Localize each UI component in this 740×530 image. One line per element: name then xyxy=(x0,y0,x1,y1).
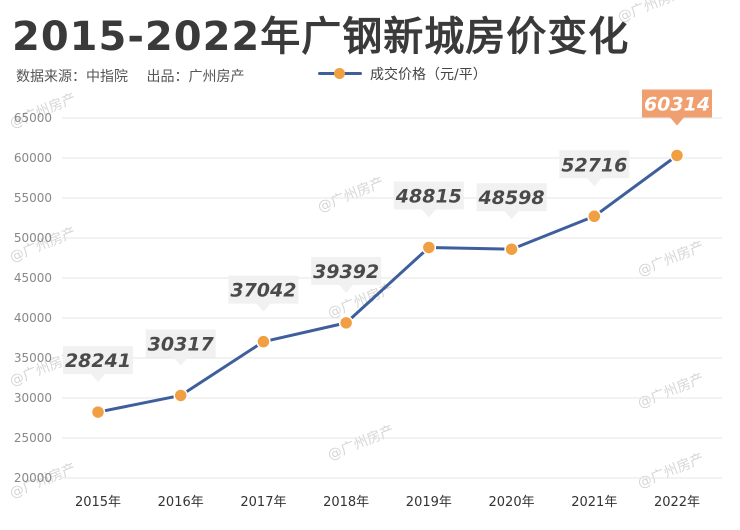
data-label-bg xyxy=(393,181,464,218)
data-point xyxy=(587,209,602,224)
x-tick-label: 2019年 xyxy=(406,495,452,510)
series-line xyxy=(96,153,679,414)
legend-label: 成交价格（元/平） xyxy=(370,67,487,83)
data-point xyxy=(173,388,188,403)
watermark-text: @广州房产 xyxy=(636,239,707,280)
x-tick-label: 2018年 xyxy=(323,495,369,510)
data-label-bg xyxy=(228,275,299,312)
x-tick-label: 2015年 xyxy=(75,495,121,510)
y-tick-label: 35000 xyxy=(14,351,52,365)
data-label-bg xyxy=(145,329,216,366)
data-label: 48815 xyxy=(395,185,462,207)
y-tick-label: 55000 xyxy=(14,191,52,205)
watermark-text: @广州房产 xyxy=(316,175,387,216)
data-label: 39392 xyxy=(313,261,379,283)
chart-meta: 数据来源：中指院 出品：广州房产 xyxy=(16,66,258,86)
watermark-text: @广州房产 xyxy=(326,423,397,464)
y-tick-label: 65000 xyxy=(14,111,52,125)
watermark-text: @广州房产 xyxy=(636,451,707,492)
producer-text: 出品：广州房产 xyxy=(146,69,245,85)
y-tick-label: 50000 xyxy=(14,231,52,245)
highlight-label-bg xyxy=(642,89,712,126)
legend-line-marker-icon xyxy=(318,66,362,82)
data-label: 48598 xyxy=(478,187,545,209)
data-label-bg xyxy=(476,183,547,220)
data-label: 30317 xyxy=(148,333,215,355)
watermark-text: @广州房产 xyxy=(636,371,707,412)
data-label: 60314 xyxy=(644,93,710,115)
data-label-bg xyxy=(559,150,630,187)
x-tick-label: 2020年 xyxy=(489,495,535,510)
source-text: 数据来源：中指院 xyxy=(16,69,128,85)
y-tick-label: 45000 xyxy=(14,271,52,285)
data-label-bg xyxy=(311,256,382,293)
y-tick-label: 25000 xyxy=(14,431,52,445)
data-point xyxy=(669,148,685,163)
data-point xyxy=(504,241,519,257)
legend: 成交价格（元/平） xyxy=(318,64,487,84)
data-point xyxy=(90,404,106,420)
data-label: 37042 xyxy=(230,280,296,302)
data-label: 52716 xyxy=(561,154,627,176)
x-tick-label: 2016年 xyxy=(158,495,204,510)
data-label: 28241 xyxy=(65,350,131,372)
data-point xyxy=(256,334,271,349)
data-point xyxy=(421,240,437,255)
y-tick-label: 20000 xyxy=(14,471,52,485)
x-tick-label: 2017年 xyxy=(240,495,286,510)
y-tick-label: 60000 xyxy=(14,151,52,165)
watermark-text: @广州房产 xyxy=(616,0,687,26)
data-point xyxy=(338,315,354,331)
data-label-bg xyxy=(63,346,133,383)
page-title: 2015-2022年广钢新城房价变化 xyxy=(12,14,630,60)
x-tick-label: 2021年 xyxy=(571,495,617,510)
y-tick-label: 40000 xyxy=(14,311,52,325)
x-tick-label: 2022年 xyxy=(654,495,700,510)
y-tick-label: 30000 xyxy=(14,391,52,405)
